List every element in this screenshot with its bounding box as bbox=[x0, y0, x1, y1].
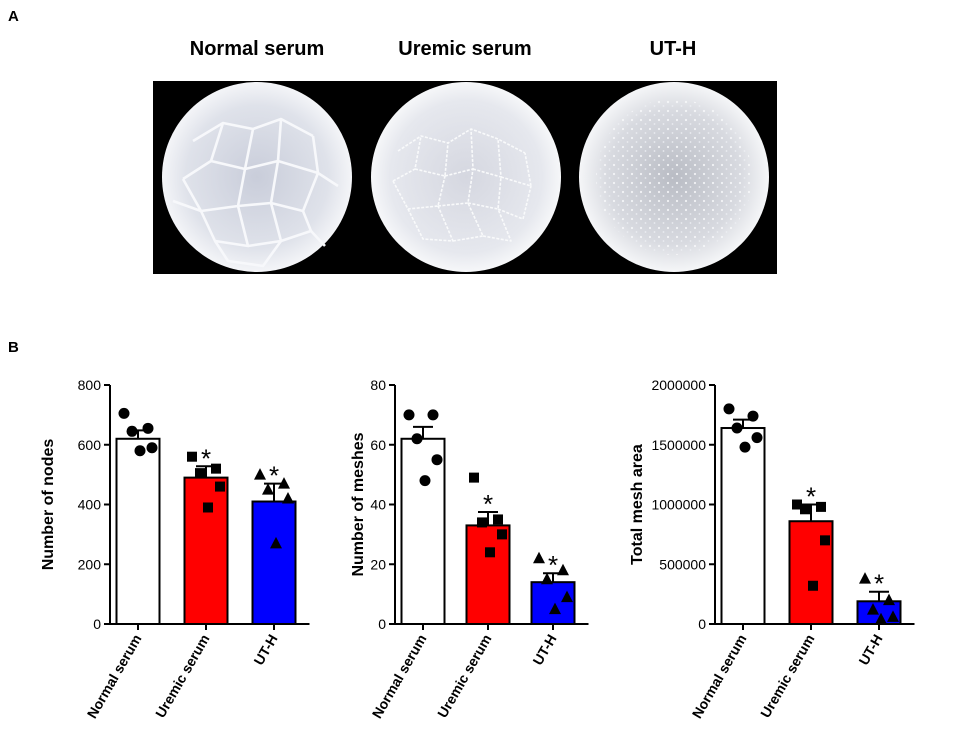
data-point bbox=[747, 410, 759, 422]
data-point bbox=[187, 451, 197, 462]
micrograph-normal-serum bbox=[162, 82, 352, 272]
bar bbox=[465, 524, 511, 626]
data-point bbox=[731, 422, 743, 434]
y-tick-label: 400 bbox=[78, 497, 102, 513]
data-point bbox=[118, 407, 130, 419]
data-point bbox=[739, 441, 751, 453]
chart-number-of-nodes: 0 200 400 600 800 Number of nodes Normal serum… bbox=[40, 377, 310, 722]
panel-a-label: A bbox=[8, 8, 19, 25]
x-tick-label: Uremic serum bbox=[152, 632, 213, 721]
y-tick-label: 20 bbox=[370, 556, 386, 572]
chart-number-of-meshes: 0 20 40 60 80 Number of meshes Normal serum * Ur… bbox=[350, 377, 589, 722]
image-label-uremic: Uremic serum bbox=[398, 38, 532, 60]
data-point bbox=[561, 590, 573, 603]
data-point bbox=[134, 445, 146, 457]
data-point bbox=[477, 517, 487, 528]
data-point bbox=[867, 603, 879, 615]
bar bbox=[720, 427, 766, 625]
data-point bbox=[427, 409, 439, 421]
y-tick-label: 1500000 bbox=[651, 437, 706, 453]
y-tick-label: 500000 bbox=[659, 556, 706, 572]
data-point bbox=[270, 536, 282, 549]
significance-star: * bbox=[269, 461, 279, 491]
data-point bbox=[411, 433, 423, 445]
data-point bbox=[262, 483, 274, 495]
data-point bbox=[800, 504, 810, 515]
data-point bbox=[146, 442, 158, 454]
y-tick-label: 0 bbox=[698, 616, 706, 632]
data-point bbox=[887, 610, 899, 622]
data-point bbox=[282, 492, 294, 504]
micrograph-uth bbox=[579, 82, 769, 272]
bar bbox=[251, 500, 297, 625]
data-point bbox=[278, 477, 290, 489]
bar bbox=[400, 437, 446, 626]
data-point bbox=[419, 475, 431, 487]
y-tick-label: 600 bbox=[78, 437, 102, 453]
data-point bbox=[751, 432, 763, 444]
data-point bbox=[142, 422, 154, 434]
data-point bbox=[493, 514, 503, 525]
image-label-uth: UT-H bbox=[649, 38, 697, 60]
bar bbox=[183, 476, 229, 625]
data-point bbox=[126, 425, 138, 437]
significance-star: * bbox=[201, 443, 211, 473]
data-point bbox=[469, 472, 479, 483]
panel-b-label: B bbox=[8, 339, 19, 356]
data-point bbox=[808, 580, 818, 591]
data-point bbox=[254, 468, 266, 480]
x-tick-label: Normal serum bbox=[84, 632, 145, 722]
y-tick-label: 0 bbox=[93, 616, 101, 632]
data-point bbox=[195, 468, 205, 479]
data-point bbox=[549, 602, 561, 615]
micrograph-uremic-serum bbox=[371, 82, 561, 272]
x-tick-label: Uremic serum bbox=[434, 632, 495, 721]
significance-star: * bbox=[548, 550, 558, 580]
chart-total-mesh-area: 0 500000 1000000 1500000 2000000 Total mesh a… bbox=[630, 377, 915, 722]
data-point bbox=[533, 551, 545, 564]
data-point bbox=[792, 499, 802, 510]
bar bbox=[115, 437, 161, 626]
data-point bbox=[403, 409, 415, 421]
x-tick-label: UT-H bbox=[250, 632, 280, 668]
image-label-normal: Normal serum bbox=[189, 38, 325, 60]
data-point bbox=[723, 403, 735, 415]
significance-star: * bbox=[806, 482, 816, 512]
x-tick-label: UT-H bbox=[855, 632, 885, 668]
y-tick-label: 60 bbox=[370, 437, 386, 453]
x-tick-label: Normal serum bbox=[689, 632, 750, 722]
data-point bbox=[820, 535, 830, 546]
x-tick-label: Normal serum bbox=[369, 632, 430, 722]
y-tick-label: 2000000 bbox=[651, 377, 706, 393]
y-tick-label: 0 bbox=[378, 616, 386, 632]
data-point bbox=[203, 502, 213, 513]
data-point bbox=[215, 481, 225, 492]
y-tick-label: 800 bbox=[78, 377, 102, 393]
data-point bbox=[875, 612, 887, 625]
x-tick-label: Uremic serum bbox=[757, 632, 818, 721]
y-tick-label: 1000000 bbox=[651, 497, 706, 513]
x-tick-label: UT-H bbox=[529, 632, 559, 668]
significance-star: * bbox=[874, 569, 884, 599]
data-point bbox=[883, 593, 895, 606]
data-point bbox=[557, 563, 569, 576]
data-point bbox=[211, 463, 221, 474]
data-point bbox=[859, 572, 871, 584]
y-tick-label: 40 bbox=[370, 497, 386, 513]
y-axis-label: Number of meshes bbox=[350, 432, 367, 576]
y-axis-label: Number of nodes bbox=[40, 439, 57, 571]
data-point bbox=[497, 529, 507, 540]
microscopy-strip bbox=[153, 81, 777, 274]
y-tick-label: 200 bbox=[78, 556, 102, 572]
y-axis-label: Total mesh area bbox=[630, 444, 646, 565]
y-tick-label: 80 bbox=[370, 377, 386, 393]
data-point bbox=[816, 501, 826, 512]
data-point bbox=[541, 572, 553, 585]
bar bbox=[530, 581, 576, 626]
data-point bbox=[431, 454, 443, 466]
significance-star: * bbox=[483, 489, 493, 519]
data-point bbox=[485, 547, 495, 558]
